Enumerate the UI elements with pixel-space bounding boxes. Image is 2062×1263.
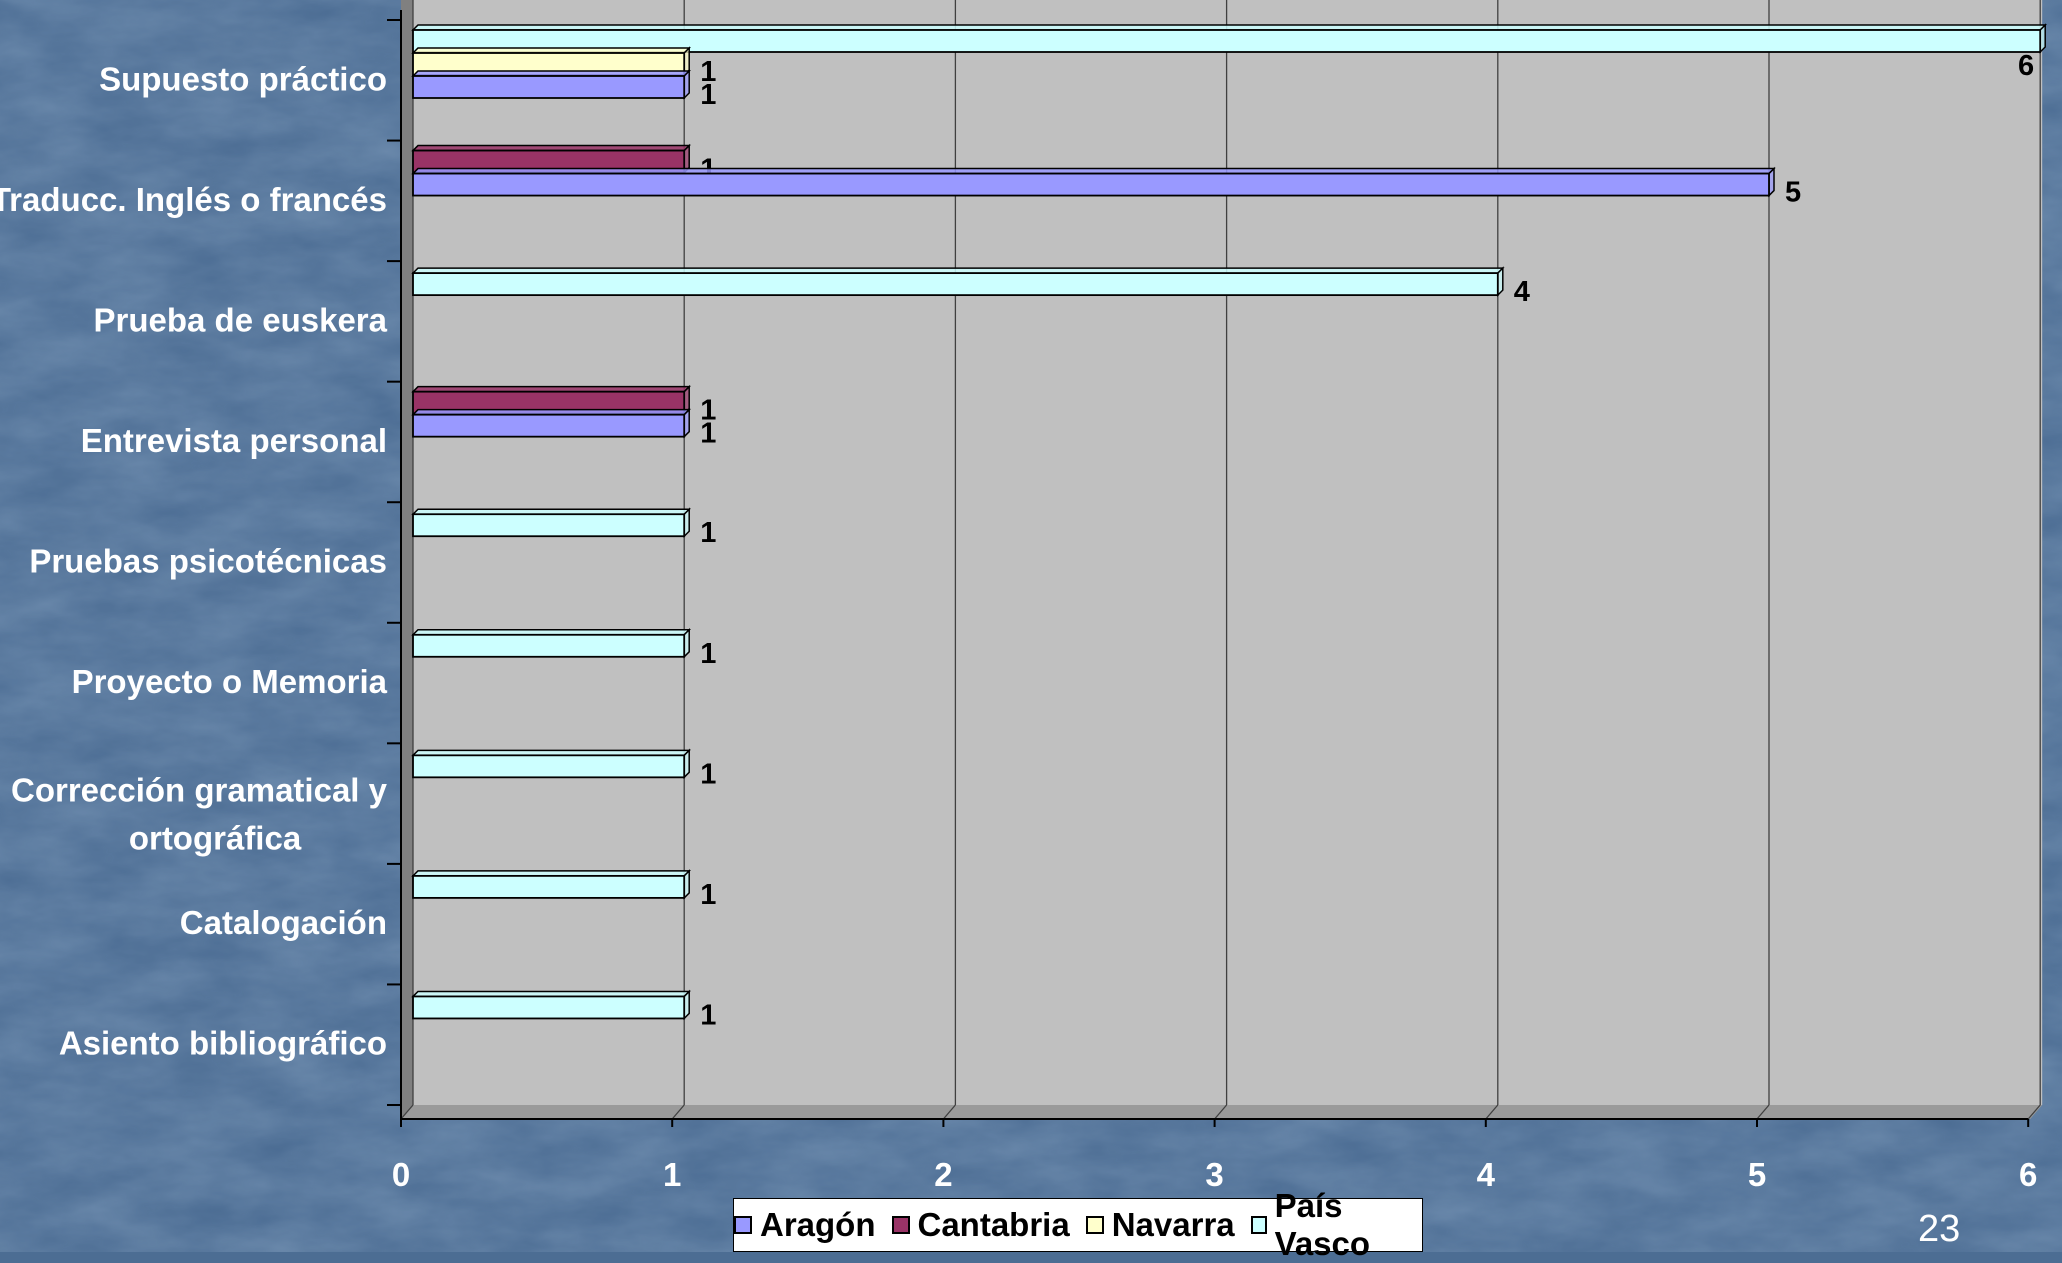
data-label: 1 [700, 879, 716, 911]
plot-floor [401, 1105, 2043, 1119]
bar-pasvasco [412, 754, 686, 779]
legend-item: Navarra [1085, 1206, 1235, 1244]
x-tick-label: 5 [1748, 1156, 1766, 1193]
gridline-floor [1756, 1104, 1770, 1120]
category-label: Prueba de euskera [94, 301, 388, 338]
category-label: Supuesto práctico [99, 60, 387, 97]
category-label: Corrección gramatical y [11, 772, 388, 809]
bar-pasvasco [412, 874, 686, 899]
category-label: Pruebas psicotécnicas [29, 543, 387, 580]
data-label: 1 [700, 758, 716, 790]
gridline-floor [2027, 1104, 2041, 1120]
bar-aragn [412, 413, 686, 438]
category-label: Asiento bibliográfico [59, 1025, 387, 1062]
data-label: 6 [2018, 50, 2034, 82]
legend-swatch [1250, 1216, 1267, 1234]
gridline-floor [400, 1104, 414, 1120]
bar-pasvasco [412, 995, 686, 1020]
legend-item: Aragón [734, 1206, 876, 1244]
bar-aragn [412, 75, 686, 99]
gridline-floor [1214, 1104, 1228, 1120]
category-label: Proyecto o Memoria [72, 663, 388, 700]
bar-pasvasco [412, 633, 686, 658]
data-label: 1 [700, 56, 716, 88]
legend-swatch [734, 1216, 752, 1234]
gridline-floor [671, 1104, 685, 1120]
category-label: Entrevista personal [81, 422, 387, 459]
x-tick-label: 2 [934, 1156, 952, 1193]
plot-side-wall [401, 0, 413, 1119]
legend-label: Navarra [1111, 1206, 1235, 1243]
bar-pasvasco [412, 29, 2042, 53]
bar-aragn [412, 172, 1770, 197]
x-tick-label: 0 [392, 1156, 410, 1193]
legend-swatch [1085, 1216, 1104, 1234]
chart-legend: Aragón Cantabria Navarra País Vasco [733, 1187, 1423, 1262]
category-label: Traducc. Inglés o francés [0, 181, 387, 218]
x-tick-label: 3 [1205, 1156, 1223, 1193]
data-label: 1 [700, 999, 716, 1031]
x-tick-label: 1 [663, 1156, 681, 1193]
data-label: 1 [700, 517, 716, 549]
data-label: 1 [700, 418, 716, 450]
gridline-floor [942, 1104, 956, 1120]
gridline-floor [1485, 1104, 1499, 1120]
data-label: 4 [1514, 276, 1530, 308]
category-label: ortográfica [129, 820, 302, 857]
bar-pasvasco [412, 513, 686, 538]
data-label: 5 [1785, 177, 1801, 209]
x-tick-label: 4 [1477, 1156, 1496, 1193]
page-number: 23 [1918, 1208, 1961, 1250]
data-label: 1 [700, 638, 716, 670]
legend-swatch [891, 1216, 910, 1234]
x-tick-label: 6 [2019, 1156, 2037, 1193]
legend-label: Cantabria [917, 1206, 1070, 1243]
bar-pasvasco [412, 272, 1499, 297]
legend-item: Cantabria [891, 1206, 1070, 1244]
legend-label: Aragón [760, 1206, 876, 1243]
data-label: 1 [700, 79, 716, 111]
category-label: Catalogación [180, 904, 387, 941]
data-label: 1 [700, 395, 716, 427]
